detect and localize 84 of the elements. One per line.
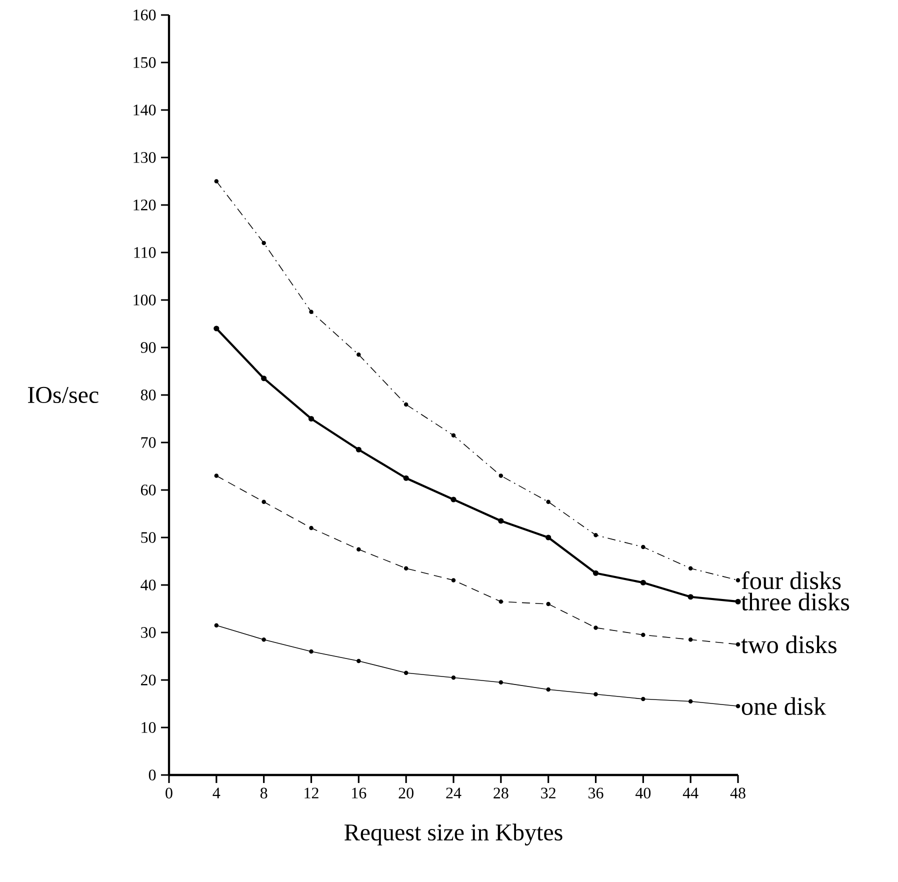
x-tick-label: 24 bbox=[446, 788, 462, 798]
point bbox=[688, 699, 693, 704]
point bbox=[214, 179, 219, 184]
series-label: four disks bbox=[742, 571, 841, 590]
series-label: three disks bbox=[741, 592, 850, 611]
point bbox=[403, 475, 409, 481]
x-tick-label: 4 bbox=[212, 788, 220, 798]
point bbox=[546, 500, 550, 504]
point bbox=[262, 240, 266, 246]
point bbox=[546, 534, 552, 540]
point bbox=[451, 675, 456, 680]
x-tick-label: 36 bbox=[588, 788, 604, 798]
point bbox=[498, 680, 504, 685]
point bbox=[214, 623, 219, 628]
y-tick-label: 0 bbox=[148, 770, 156, 780]
point bbox=[592, 570, 599, 576]
point bbox=[546, 687, 550, 692]
point bbox=[309, 526, 314, 530]
y-axis-title: IOs/sec bbox=[28, 386, 98, 404]
point bbox=[309, 310, 314, 314]
x-tick-label: 12 bbox=[304, 788, 318, 798]
point bbox=[594, 626, 598, 630]
series-label: two disks bbox=[741, 635, 836, 654]
point bbox=[641, 544, 646, 550]
x-tick-label: 8 bbox=[260, 788, 268, 798]
point bbox=[356, 658, 361, 664]
y-tick-label: 120 bbox=[134, 200, 156, 210]
y-tick-label: 130 bbox=[134, 152, 156, 163]
y-tick-label: 160 bbox=[134, 10, 156, 20]
x-tick-label: 40 bbox=[635, 788, 651, 798]
point bbox=[451, 433, 456, 438]
x-tick-label: 20 bbox=[398, 788, 414, 798]
point bbox=[404, 402, 408, 407]
point bbox=[262, 637, 266, 642]
x-tick-label: 44 bbox=[682, 788, 698, 798]
y-tick-label: 100 bbox=[134, 294, 156, 306]
point bbox=[641, 632, 646, 638]
y-tick-label: 150 bbox=[134, 57, 156, 68]
point bbox=[404, 566, 408, 571]
y-tick-label: 80 bbox=[140, 390, 156, 400]
point bbox=[594, 532, 598, 538]
x-tick-label: 0 bbox=[166, 788, 172, 798]
y-tick-label: 50 bbox=[141, 532, 156, 543]
point bbox=[356, 446, 362, 452]
point bbox=[735, 598, 741, 604]
series-label: one disk bbox=[742, 697, 826, 716]
point bbox=[640, 580, 646, 586]
y-tick-label: 20 bbox=[141, 674, 156, 686]
y-tick-label: 30 bbox=[141, 627, 156, 638]
x-tick-label: 48 bbox=[730, 788, 746, 798]
y-tick-label: 70 bbox=[141, 437, 156, 448]
point bbox=[309, 649, 314, 654]
point bbox=[356, 547, 361, 552]
point bbox=[688, 637, 693, 642]
y-tick-label: 110 bbox=[134, 247, 156, 258]
point bbox=[498, 474, 504, 478]
point bbox=[262, 500, 266, 504]
y-tick-label: 60 bbox=[140, 484, 156, 496]
point bbox=[736, 704, 740, 708]
y-tick-label: 90 bbox=[140, 342, 156, 353]
point bbox=[451, 578, 456, 582]
point bbox=[546, 602, 550, 606]
point bbox=[214, 326, 220, 332]
point bbox=[688, 566, 693, 571]
point bbox=[308, 416, 314, 422]
point bbox=[498, 518, 504, 524]
point bbox=[641, 696, 646, 702]
point bbox=[261, 376, 267, 382]
x-tick-label: 16 bbox=[352, 788, 366, 798]
point bbox=[736, 642, 740, 647]
y-tick-label: 140 bbox=[134, 104, 156, 116]
x-tick-label: 32 bbox=[541, 788, 556, 798]
y-tick-label: 40 bbox=[140, 580, 156, 590]
point bbox=[356, 352, 361, 357]
point bbox=[594, 692, 598, 696]
x-tick-label: 28 bbox=[494, 788, 508, 798]
x-axis-title: Request size in Kbytes bbox=[344, 824, 562, 846]
point bbox=[404, 670, 408, 676]
point bbox=[498, 599, 504, 604]
point bbox=[688, 594, 694, 600]
point bbox=[450, 496, 456, 502]
y-tick-label: 10 bbox=[142, 722, 156, 733]
point bbox=[736, 578, 740, 582]
point bbox=[214, 474, 219, 478]
